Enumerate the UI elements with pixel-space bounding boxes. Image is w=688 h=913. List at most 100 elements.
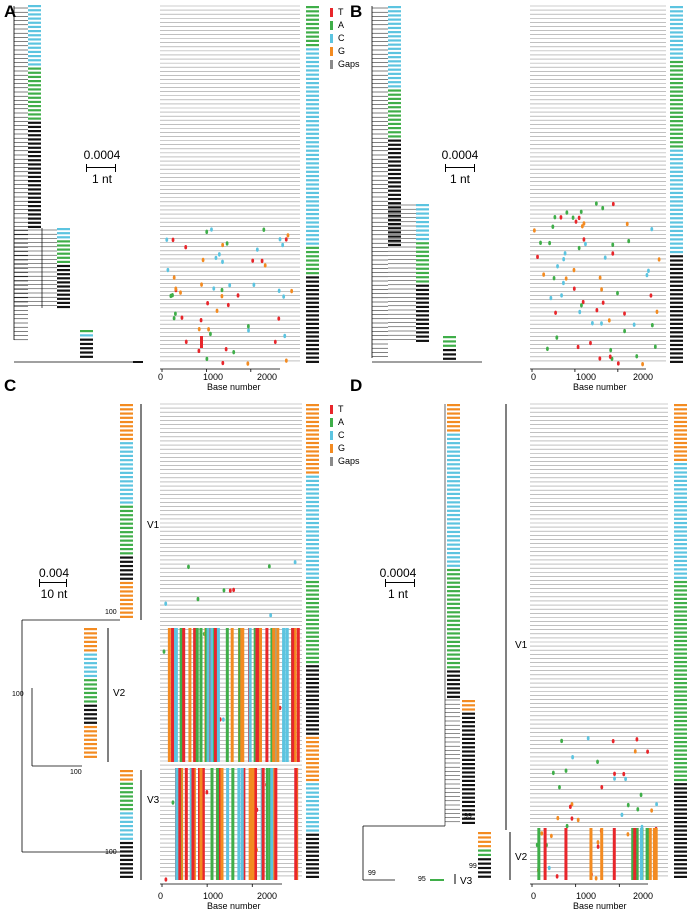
panel-d-alignment-snp: [565, 823, 569, 829]
legend-item-c: C: [330, 32, 360, 45]
panel-a-right-strip: [306, 191, 319, 195]
panel-c-variant-column: [179, 628, 183, 762]
panel-c-bootstrap: 100: [105, 609, 117, 616]
panel-a-tick-2000: 2000: [257, 372, 278, 382]
panel-c-strip: [120, 812, 133, 815]
panel-b-scale-value: 0.0004: [441, 148, 479, 162]
panel-d-strip: [447, 408, 460, 411]
panel-b-scale-unit: 1 nt: [449, 172, 470, 186]
panel-c-strip: [120, 850, 133, 853]
panel-c-variant-column: [231, 768, 235, 880]
panel-c-variant-column: [270, 768, 274, 880]
panel-a-alignment-snp: [199, 318, 203, 323]
panel-d-strip: [447, 446, 460, 449]
panel-a-alignment-snp: [263, 263, 267, 268]
panel-a-strip: [28, 17, 41, 20]
panel-d-right-strip: [674, 762, 687, 765]
panel-b-strip: [388, 22, 401, 25]
panel-a-strip: [28, 105, 41, 108]
panel-b-alignment-snp: [598, 356, 602, 361]
panel-c-right-strip: [306, 703, 319, 706]
panel-a-strip: [57, 248, 70, 251]
panel-b-right-strip: [670, 44, 683, 47]
panel-a-right-strip: [306, 187, 319, 190]
panel-a-right-strip: [306, 86, 319, 89]
panel-a-right-strip: [306, 318, 319, 321]
panel-c-right-strip: [306, 526, 319, 529]
panel-d-right-strip: [674, 728, 687, 731]
panel-b-strip: [416, 280, 429, 283]
panel-a-strip: [28, 117, 41, 120]
panel-d-strip: [447, 632, 460, 635]
panel-a-alignment-snp: [252, 282, 256, 288]
panel-b-right-strip: [670, 31, 683, 34]
panel-a-strip: [28, 213, 41, 216]
panel-c-strip: [120, 863, 133, 866]
panel-b-alignment-snp: [582, 237, 586, 242]
panel-d-right-strip: [674, 812, 687, 815]
panel-d-right-strip: [674, 425, 687, 428]
panel-d-strip: [447, 598, 460, 601]
panel-c-alignment-snp: [171, 800, 175, 805]
panel-b-strip: [416, 322, 429, 325]
panel-c-right-strip: [306, 724, 319, 727]
panel-a-strip: [80, 347, 93, 350]
panel-c-strip: [84, 628, 97, 631]
panel-b-right-strip: [670, 284, 683, 287]
panel-d-right-strip: [674, 589, 687, 592]
panel-d-right-strip: [674, 488, 687, 491]
panel-c-strip: [84, 725, 97, 729]
panel-c-right-strip: [306, 652, 319, 655]
panel-a-right-strip: [306, 111, 319, 114]
panel-b-right-strip: [670, 94, 683, 97]
panel-b-right-strip: [670, 297, 683, 300]
panel-c-strip: [120, 837, 133, 840]
panel-d-right-strip: [674, 492, 687, 495]
panel-c-right-strip: [306, 719, 319, 723]
panel-b-strip: [416, 314, 429, 317]
panel-a-right-strip: [306, 212, 319, 216]
panel-c-clade-v1: V1: [147, 520, 160, 531]
panel-b-right-strip: [670, 204, 683, 207]
panel-d-strip: [447, 437, 460, 441]
panel-a-alignment-snp: [205, 356, 209, 362]
panel-c-strip: [120, 573, 133, 576]
panel-a-alignment-snp: [214, 255, 218, 261]
panel-c-right-strip: [306, 660, 319, 664]
panel-b-strip: [388, 160, 401, 163]
panel-a-alignment-snp: [251, 258, 255, 263]
panel-c-right-strip: [306, 867, 319, 870]
panel-d-right-strip: [674, 665, 687, 668]
panel-c-strip: [120, 467, 133, 470]
panel-a-right-strip: [306, 229, 319, 233]
panel-d-alignment-snp: [626, 802, 630, 808]
panel-c-variant-column: [261, 768, 265, 880]
panel-d-strip: [462, 779, 475, 782]
panel-a-right-strip: [306, 284, 319, 287]
panel-c-right-strip: [306, 462, 319, 466]
panel-d-strip: [447, 670, 460, 673]
panel-c-bootstrap: 100: [12, 691, 24, 698]
panel-c-right-strip: [306, 736, 319, 739]
panel-a-alignment-snp: [184, 245, 188, 250]
panel-d-clade-v2: V2: [515, 852, 528, 863]
panel-a-right-strip: [306, 343, 319, 347]
panel-d-strip: [462, 716, 475, 719]
panel-d-strip: [447, 492, 460, 495]
panel-c-strip: [120, 871, 133, 874]
panel-a-strip: [28, 159, 41, 162]
panel-b-strip: [388, 147, 401, 151]
panel-b-strip: [416, 267, 429, 270]
panel-c-right-strip: [306, 593, 319, 596]
panel-a-strip: [28, 167, 41, 170]
panel-b-strip: [388, 72, 401, 75]
panel-a-strip: [28, 42, 41, 45]
panel-c-strip: [120, 615, 133, 618]
panel-c-strip: [120, 492, 133, 496]
panel-b-right-strip: [670, 77, 683, 80]
panel-c-variant-column: [171, 628, 175, 762]
panel-b-alignment-snp: [556, 264, 559, 269]
panel-c-right-strip: [306, 711, 319, 714]
panel-b-alignment-snp: [572, 286, 576, 291]
panel-b-right-strip: [670, 145, 683, 148]
